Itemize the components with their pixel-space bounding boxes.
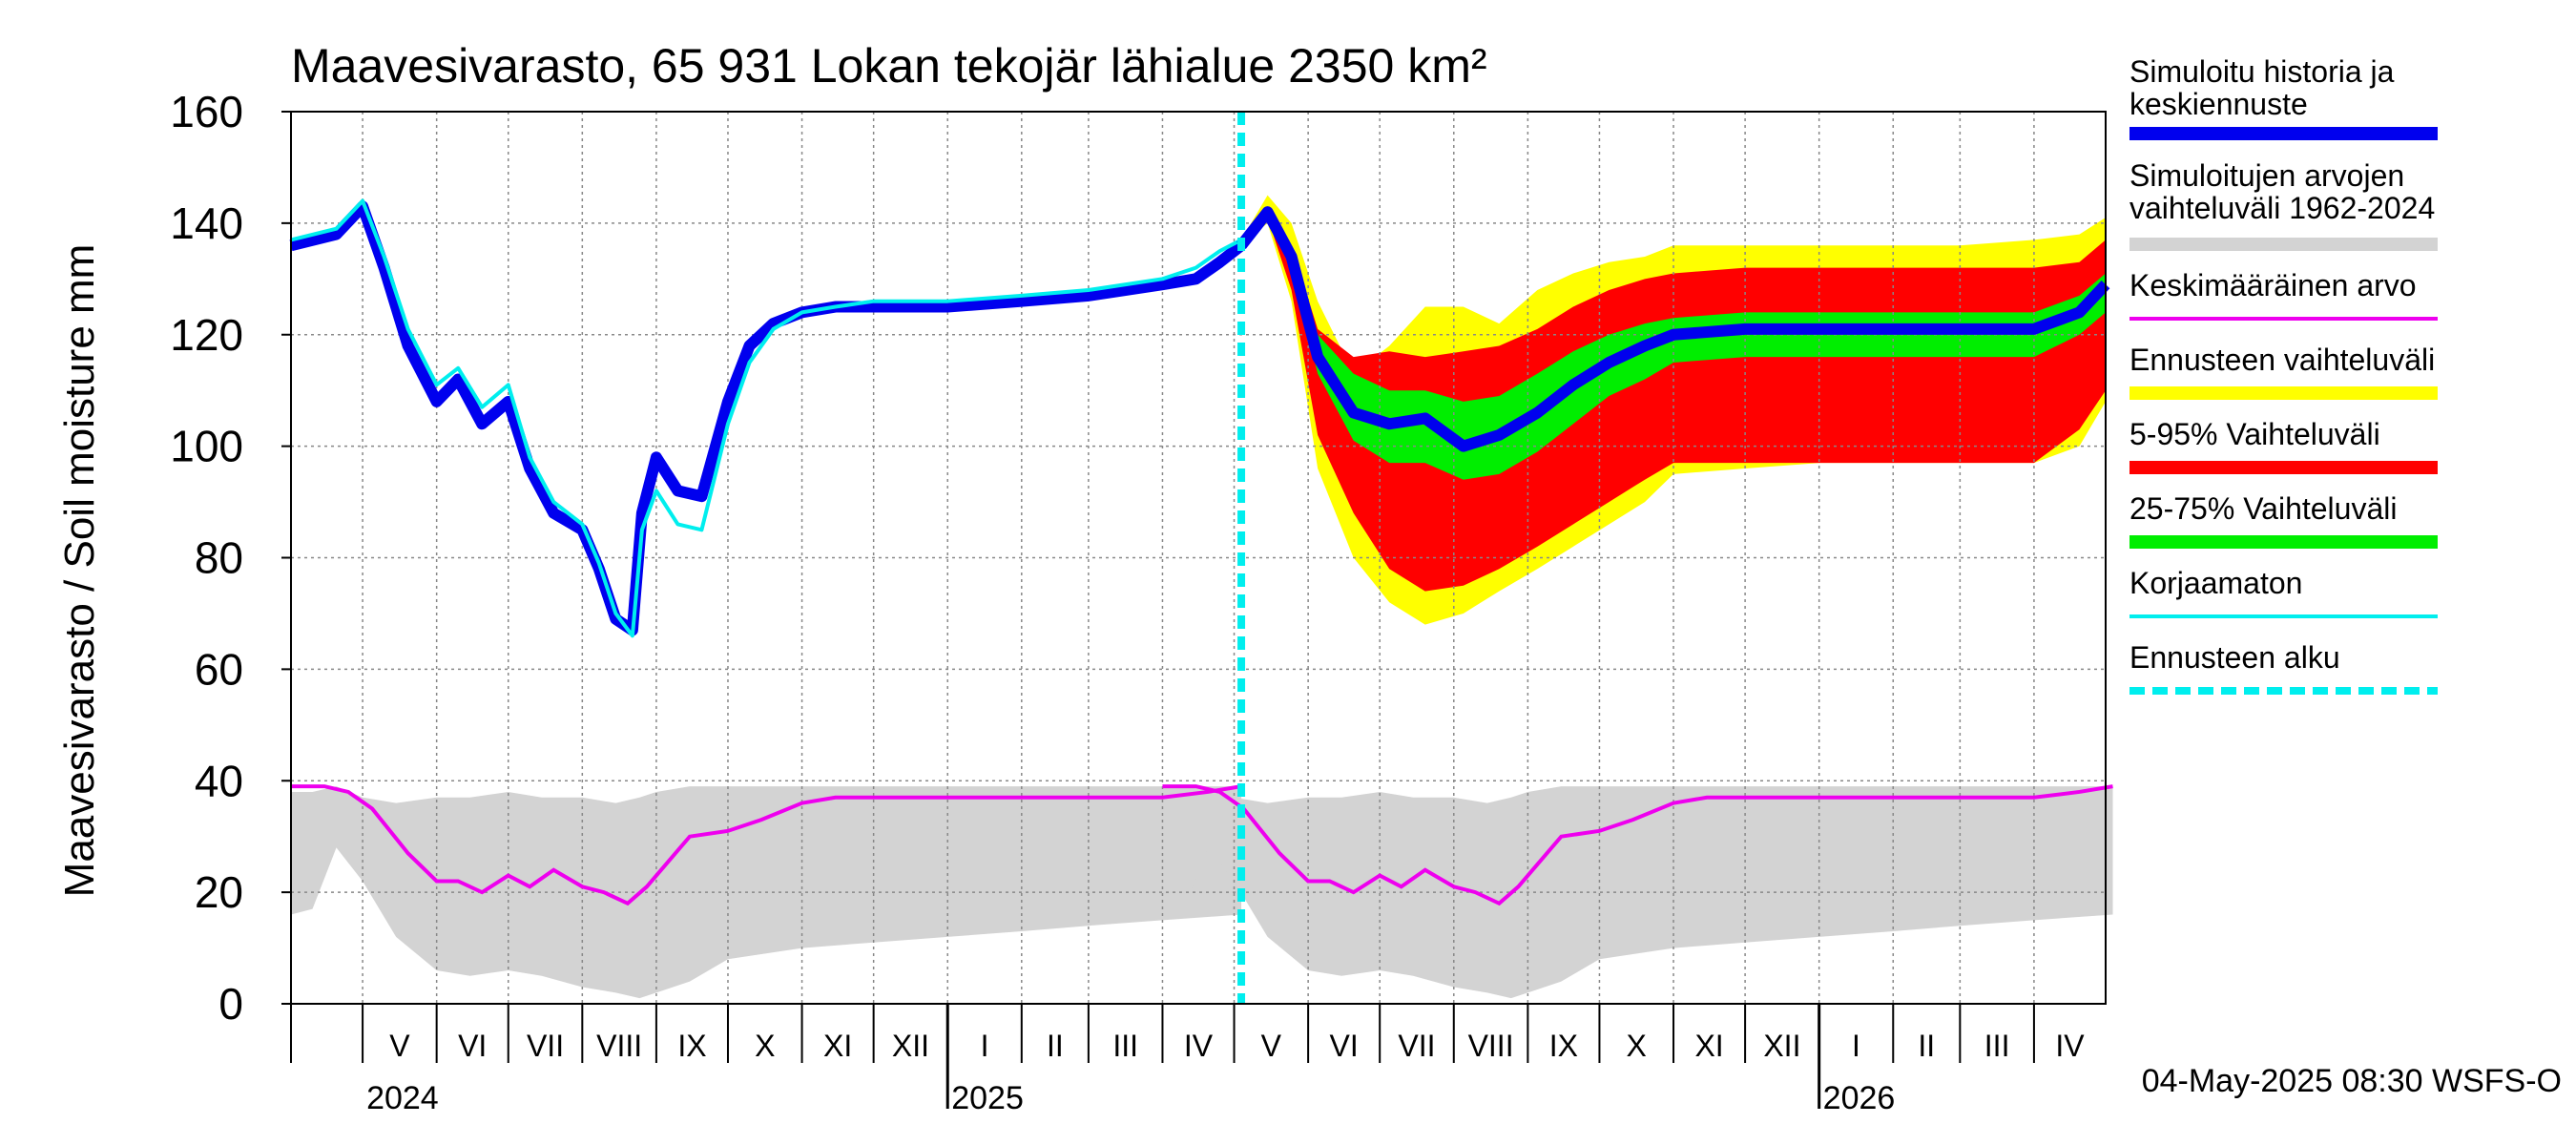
month-label: II: [1047, 1029, 1064, 1063]
month-label: XI: [823, 1029, 852, 1063]
y-tick-label: 80: [195, 533, 243, 583]
y-tick-label: 0: [218, 979, 243, 1029]
month-label: VI: [458, 1029, 487, 1063]
month-label: IV: [1184, 1029, 1214, 1063]
month-label: IX: [1549, 1029, 1578, 1063]
month-label: VII: [527, 1029, 564, 1063]
legend-label-line: Simuloitujen arvojen: [2129, 158, 2404, 193]
band-5-95: [1241, 206, 2106, 592]
month-label: XI: [1694, 1029, 1723, 1063]
month-label: II: [1918, 1029, 1935, 1063]
mean-line-forecast-year: [1162, 784, 2113, 906]
lines-layer: [289, 112, 2113, 1004]
month-label: IV: [2055, 1029, 2085, 1063]
month-label: X: [755, 1029, 775, 1063]
chart-title: Maavesivarasto, 65 931 Lokan tekojär läh…: [291, 39, 1487, 93]
y-axis-ticks: 0 20 40 60 80 100 120 140 160: [170, 87, 291, 1029]
forecast-median-line: [1236, 206, 2110, 452]
legend-label-line: vaihteluväli 1962-2024: [2129, 191, 2435, 225]
legend: Simuloitu historia ja keskiennusteSimuloi…: [2129, 54, 2438, 695]
y-tick-label: 140: [170, 198, 243, 248]
footer-timestamp: 04-May-2025 08:30 WSFS-O: [2142, 1063, 2562, 1099]
year-label: 2025: [951, 1080, 1024, 1116]
grid-layer: [291, 112, 2106, 1004]
y-tick-label: 20: [195, 867, 243, 917]
month-label: XII: [892, 1029, 929, 1063]
month-label: I: [1852, 1029, 1860, 1063]
legend-label: Ennusteen vaihteluväli: [2129, 343, 2435, 377]
legend-label-line: Simuloitu historia ja: [2129, 54, 2395, 89]
month-label: XII: [1763, 1029, 1800, 1063]
month-label: VII: [1398, 1029, 1435, 1063]
plot-area: [289, 111, 2113, 1005]
mean-line: [291, 784, 1242, 906]
y-axis-label: Maavesivarasto / Soil moisture mm: [56, 244, 103, 898]
x-axis: V VI VII VIII IX X XI XII I II III IV V VI VII VIII IX X X…: [290, 1004, 2085, 1116]
year-label: 2026: [1823, 1080, 1896, 1116]
legend-label: Keskimääräinen arvo: [2129, 268, 2417, 302]
legend-label: Simuloitu historia ja keskiennuste: [2129, 54, 2395, 121]
month-label: III: [1984, 1029, 2010, 1063]
month-label: III: [1112, 1029, 1138, 1063]
y-tick-label: 120: [170, 310, 243, 360]
month-label: V: [389, 1029, 410, 1063]
month-label: VIII: [596, 1029, 642, 1063]
forecast-year-range-band: [1162, 786, 2113, 999]
legend-label: 5-95% Vaihteluväli: [2129, 417, 2380, 451]
legend-label: 25-75% Vaihteluväli: [2129, 491, 2397, 526]
y-tick-label: 40: [195, 756, 243, 805]
legend-label: Korjaamaton: [2129, 566, 2302, 600]
year-label: 2024: [366, 1080, 439, 1116]
month-label: IX: [677, 1029, 706, 1063]
uncorrected-line: [290, 198, 1242, 638]
month-label: V: [1261, 1029, 1282, 1063]
y-tick-label: 100: [170, 422, 243, 471]
month-label: X: [1627, 1029, 1647, 1063]
legend-label-line: keskiennuste: [2129, 87, 2308, 121]
month-label: VIII: [1468, 1029, 1514, 1063]
month-label: I: [981, 1029, 989, 1063]
simulated-history-line: [289, 200, 1245, 636]
legend-label: Ennusteen alku: [2129, 640, 2340, 675]
y-tick-label: 160: [170, 87, 243, 136]
legend-label: Simuloitujen arvojen vaihteluväli 1962-20…: [2129, 158, 2435, 225]
y-tick-label: 60: [195, 644, 243, 694]
month-label: VI: [1330, 1029, 1359, 1063]
